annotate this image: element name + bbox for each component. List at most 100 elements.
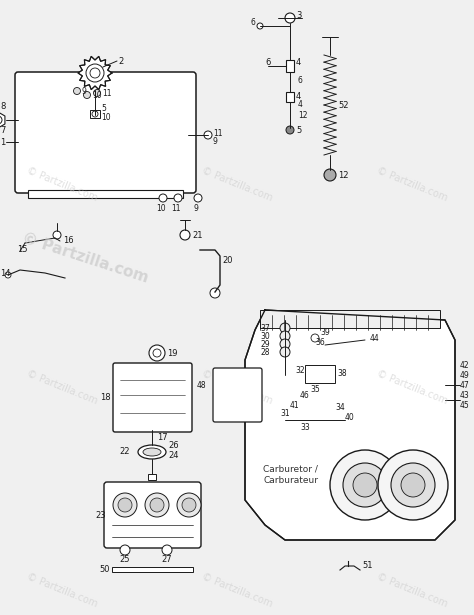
Text: 25: 25 [120, 555, 130, 563]
Text: 7: 7 [0, 125, 5, 135]
Circle shape [378, 450, 448, 520]
Bar [90, 110, 100, 118]
Text: 12: 12 [338, 170, 348, 180]
Text: 37: 37 [260, 323, 270, 333]
Circle shape [229, 387, 245, 403]
Text: 11: 11 [213, 129, 222, 138]
Text: 8: 8 [0, 101, 5, 111]
Text: 24: 24 [168, 451, 179, 461]
Bar [286, 92, 294, 102]
Text: 50: 50 [99, 565, 109, 574]
Circle shape [285, 13, 295, 23]
Text: 29: 29 [260, 339, 270, 349]
Text: Carburetor /
Carburateur: Carburetor / Carburateur [263, 464, 318, 485]
Circle shape [204, 131, 212, 139]
Text: 16: 16 [63, 236, 73, 245]
Ellipse shape [138, 445, 166, 459]
Text: © Partzilla.com: © Partzilla.com [200, 369, 274, 406]
Circle shape [83, 92, 91, 98]
Text: 22: 22 [119, 448, 130, 456]
Circle shape [5, 272, 11, 278]
Circle shape [162, 545, 172, 555]
Circle shape [90, 68, 100, 78]
Circle shape [343, 463, 387, 507]
Text: 46: 46 [300, 391, 310, 400]
Text: 10: 10 [92, 90, 101, 100]
Text: 52: 52 [338, 100, 348, 109]
Polygon shape [245, 310, 455, 540]
Text: 4: 4 [298, 100, 303, 108]
Text: 15: 15 [17, 245, 27, 253]
Circle shape [353, 473, 377, 497]
Circle shape [222, 380, 252, 410]
Text: 14: 14 [0, 269, 10, 277]
Bar [112, 567, 193, 572]
Text: 35: 35 [310, 386, 320, 394]
Bar [28, 190, 183, 198]
Text: © Partzilla.com: © Partzilla.com [25, 369, 99, 406]
Circle shape [280, 339, 290, 349]
Circle shape [113, 493, 137, 517]
Text: 11: 11 [171, 204, 181, 213]
Text: 49: 49 [460, 370, 470, 379]
Text: 9: 9 [213, 137, 218, 146]
Circle shape [149, 345, 165, 361]
Circle shape [53, 231, 61, 239]
Circle shape [311, 334, 319, 342]
Circle shape [73, 87, 81, 95]
Circle shape [401, 473, 425, 497]
Text: 42: 42 [460, 360, 470, 370]
Text: 27: 27 [162, 555, 173, 563]
Circle shape [145, 493, 169, 517]
Text: 4: 4 [296, 57, 301, 66]
Text: 51: 51 [362, 561, 373, 571]
Text: © Partzilla.com: © Partzilla.com [200, 166, 274, 203]
Text: 9: 9 [82, 87, 87, 95]
Text: 34: 34 [335, 402, 345, 411]
Text: 39: 39 [320, 328, 330, 336]
Text: © Partzilla.com: © Partzilla.com [25, 572, 99, 609]
Circle shape [118, 498, 132, 512]
Circle shape [182, 498, 196, 512]
Circle shape [280, 323, 290, 333]
Circle shape [92, 111, 98, 117]
Circle shape [93, 90, 100, 97]
Ellipse shape [143, 448, 161, 456]
Text: © Partzilla.com: © Partzilla.com [375, 166, 449, 203]
Bar [305, 365, 335, 383]
Text: 6: 6 [298, 76, 303, 84]
Text: 2: 2 [118, 57, 123, 66]
Text: 36: 36 [315, 338, 325, 346]
Text: 43: 43 [460, 391, 470, 400]
Text: © Partzilla.com: © Partzilla.com [375, 369, 449, 406]
Text: 32: 32 [295, 365, 305, 375]
Text: 21: 21 [192, 231, 202, 239]
Text: 26: 26 [168, 442, 179, 451]
Polygon shape [0, 112, 5, 128]
Text: 44: 44 [370, 333, 380, 343]
Circle shape [286, 126, 294, 134]
Text: 28: 28 [261, 347, 270, 357]
Text: 33: 33 [300, 423, 310, 432]
Text: 6: 6 [250, 17, 255, 26]
Text: 30: 30 [260, 331, 270, 341]
Text: 23: 23 [95, 510, 106, 520]
Bar [148, 474, 156, 480]
Circle shape [324, 169, 336, 181]
Text: 5: 5 [296, 125, 301, 135]
FancyBboxPatch shape [15, 72, 196, 193]
Circle shape [194, 194, 202, 202]
Text: 10: 10 [156, 204, 166, 213]
Text: © Partzilla.com: © Partzilla.com [375, 572, 449, 609]
Text: 5: 5 [101, 103, 106, 113]
FancyBboxPatch shape [104, 482, 201, 548]
Circle shape [159, 194, 167, 202]
Text: 18: 18 [100, 392, 110, 402]
FancyBboxPatch shape [113, 363, 192, 432]
Text: 6: 6 [265, 57, 270, 66]
Circle shape [280, 331, 290, 341]
Text: 12: 12 [298, 111, 308, 119]
Text: 47: 47 [460, 381, 470, 389]
Circle shape [174, 194, 182, 202]
Circle shape [180, 230, 190, 240]
